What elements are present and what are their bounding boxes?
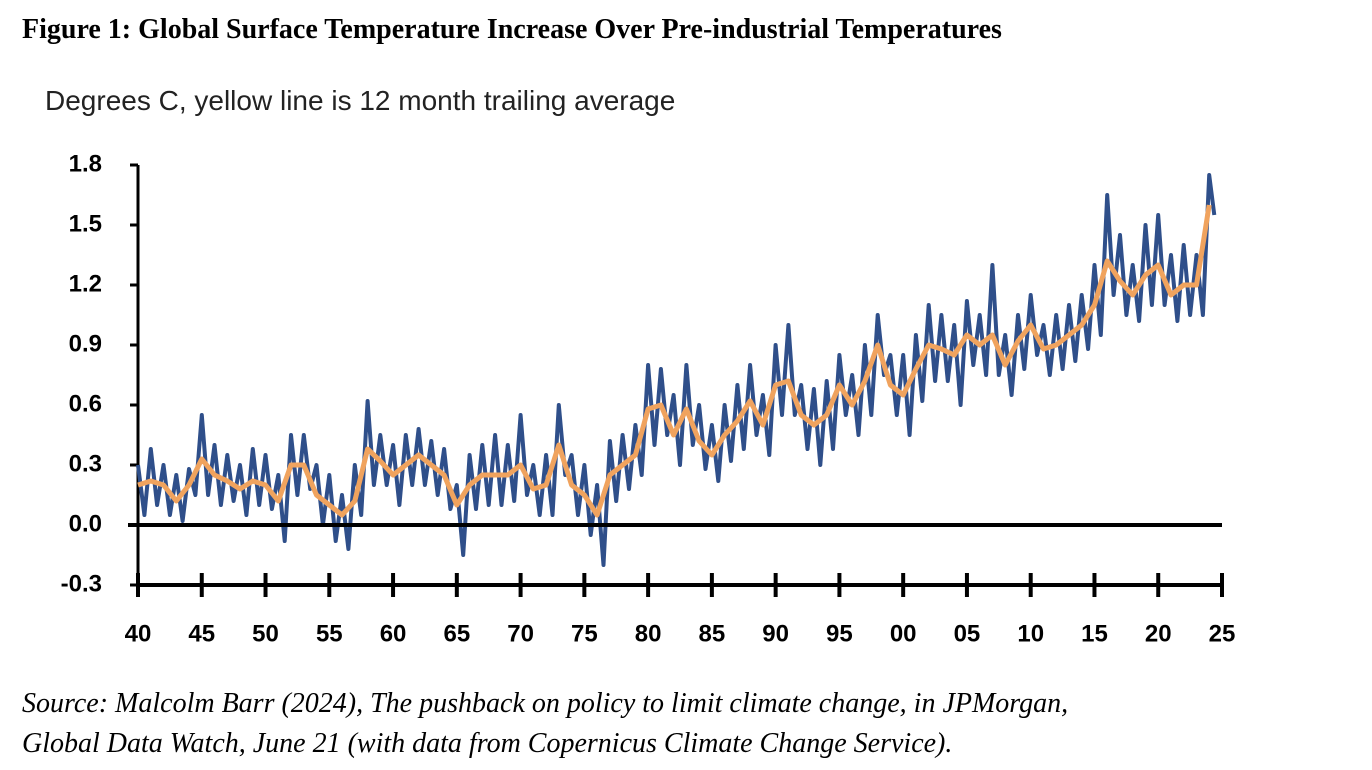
- x-tick-label: 45: [188, 620, 215, 647]
- x-tick-label: 40: [125, 620, 152, 647]
- x-tick-label: 75: [571, 620, 598, 647]
- chart-subtitle: Degrees C, yellow line is 12 month trail…: [45, 85, 675, 116]
- series-line: [136, 173, 1217, 567]
- y-tick-label: 0.3: [69, 450, 102, 477]
- x-tick-label: 55: [316, 620, 343, 647]
- y-tick-label: 0.9: [69, 330, 102, 357]
- y-tick-label: 0.0: [69, 510, 102, 537]
- x-tick-label: 90: [762, 620, 789, 647]
- x-tick-label: 00: [890, 620, 917, 647]
- x-tick-label: 20: [1145, 620, 1172, 647]
- x-tick-label: 15: [1081, 620, 1108, 647]
- x-tick-label: 80: [635, 620, 662, 647]
- x-tick-label: 50: [252, 620, 279, 647]
- y-tick-label: 0.6: [69, 390, 102, 417]
- x-tick-label: 85: [699, 620, 726, 647]
- y-tick-label: 1.5: [69, 210, 102, 237]
- x-tick-label: 05: [954, 620, 981, 647]
- x-tick-label: 25: [1209, 620, 1236, 647]
- y-tick-label: 1.8: [69, 150, 102, 177]
- y-tick-label: -0.3: [61, 570, 102, 597]
- chart-title: Figure 1: Global Surface Temperature Inc…: [22, 14, 1002, 45]
- x-tick-label: 95: [826, 620, 853, 647]
- series-line: [137, 204, 1212, 518]
- source-note: Global Data Watch, June 21 (with data fr…: [22, 728, 952, 759]
- source-note: Source: Malcolm Barr (2024), The pushbac…: [22, 688, 1068, 719]
- x-tick-label: 65: [443, 620, 470, 647]
- x-tick-label: 10: [1017, 620, 1044, 647]
- y-tick-label: 1.2: [69, 270, 102, 297]
- x-tick-label: 60: [380, 620, 407, 647]
- x-tick-label: 70: [507, 620, 534, 647]
